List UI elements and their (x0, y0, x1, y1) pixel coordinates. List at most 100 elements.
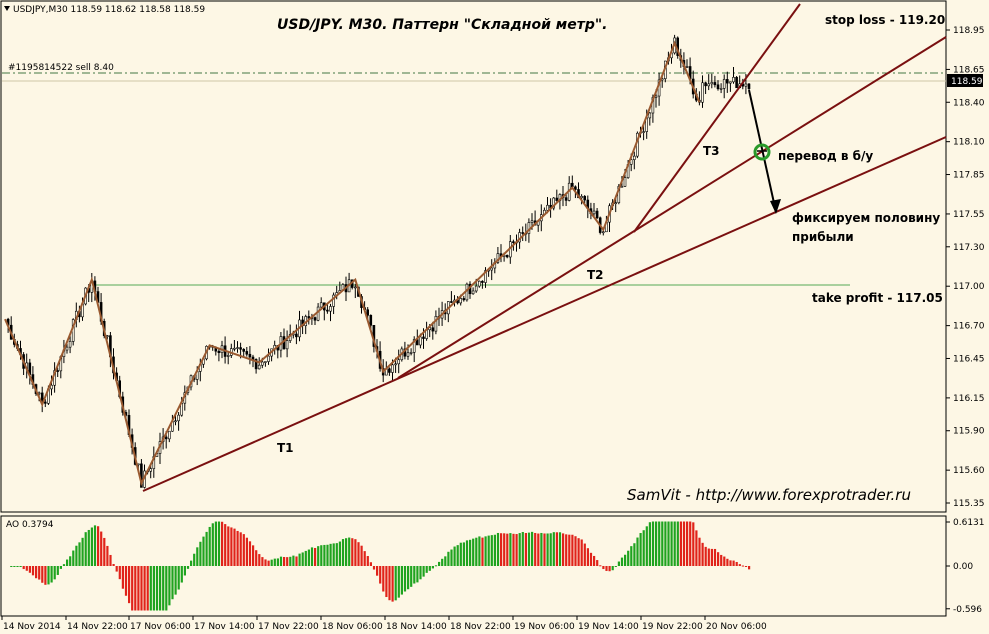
ao-bar (38, 566, 41, 580)
ao-bar (258, 554, 261, 566)
time-tick-label: 19 Nov 22:00 (642, 622, 703, 632)
ao-bar (199, 541, 202, 566)
ao-bar (512, 533, 515, 566)
ao-bar (388, 566, 391, 601)
time-tick-label: 18 Nov 14:00 (386, 622, 447, 632)
ao-bar (444, 556, 447, 566)
ao-bar (186, 566, 190, 569)
ao-bar (78, 542, 81, 566)
ao-bar (239, 532, 242, 566)
ao-bar (168, 566, 171, 606)
fix-half-label-2: прибыли (792, 230, 854, 244)
ao-bar (56, 566, 59, 575)
candle-body (295, 333, 298, 338)
ao-bar (385, 566, 388, 598)
trend-line-t3 (633, 3, 801, 233)
price-tick-label: 115.35 (953, 499, 985, 509)
candle-body (574, 186, 577, 190)
ao-bar (407, 566, 410, 590)
ao-bar (515, 534, 518, 566)
ao-bar (558, 532, 562, 566)
t1-label: T1 (277, 441, 294, 455)
ao-bar (41, 566, 44, 583)
ao-bar (314, 547, 317, 566)
ao-bar (394, 566, 397, 601)
ao-bar (264, 559, 267, 566)
ao-bar (562, 533, 565, 566)
ao-bar (735, 561, 738, 566)
candle-body (725, 79, 729, 84)
signature: SamVit - http://www.forexprotrader.ru (627, 486, 911, 504)
candle-body (168, 430, 171, 440)
ao-bar (103, 537, 106, 566)
ao-bar (676, 521, 679, 566)
ao-bar (109, 554, 112, 566)
ao-bar (320, 545, 323, 566)
candle-body (704, 82, 707, 87)
ao-bar (81, 537, 84, 566)
ao-bar (183, 566, 186, 576)
ao-bar (518, 533, 521, 566)
ao-bar (121, 566, 124, 589)
ao-axis: 0.6131 0.00 -0.596 (946, 518, 985, 615)
ao-bar (741, 565, 744, 567)
candle-body (490, 267, 494, 271)
ao-bar (84, 532, 87, 566)
ao-bar (469, 539, 472, 566)
ao-bar (506, 533, 509, 566)
ao-bar (97, 526, 100, 566)
ao-bar (146, 566, 149, 611)
candle-body (648, 112, 652, 119)
candle-body (716, 84, 720, 90)
ao-bar (577, 538, 580, 566)
ao-bar (211, 523, 214, 566)
ao-bar (155, 566, 159, 611)
ao-bar (16, 566, 19, 567)
price-tick-label: 117.85 (953, 171, 985, 181)
projection-arrowhead (770, 199, 781, 214)
candle-body (50, 384, 53, 390)
ao-bar (180, 566, 183, 583)
ao-bar (248, 541, 252, 566)
ao-bar (434, 565, 438, 567)
ao-bar (549, 533, 552, 566)
ao-bar (413, 566, 416, 584)
ao-tick-label: 0.6131 (953, 518, 985, 528)
ao-bar (624, 554, 627, 566)
ao-bar (701, 542, 704, 566)
ao-bar (543, 533, 546, 566)
ao-bar (106, 545, 109, 566)
ao-bar (152, 566, 155, 611)
candle-body (319, 302, 323, 308)
ao-bar (710, 548, 713, 566)
ao-bar (304, 550, 307, 566)
price-tick-label: 115.90 (953, 427, 985, 437)
candle-body (394, 363, 397, 366)
price-tick-label: 118.95 (953, 26, 985, 36)
ao-bar (221, 521, 224, 566)
candle-body (419, 336, 422, 346)
ao-bar (332, 543, 335, 566)
ao-bar (475, 537, 478, 566)
candle-body (642, 131, 645, 133)
candle-body (422, 336, 425, 339)
trend-line-t1 (142, 136, 947, 492)
candle-body (459, 298, 463, 304)
ao-bar (13, 566, 16, 567)
ao-bar (664, 521, 667, 566)
candle-body (285, 340, 289, 350)
candle-body (369, 315, 373, 326)
ao-bar (503, 533, 506, 566)
candle-body (326, 309, 329, 312)
candle-body (397, 359, 401, 365)
ao-bar (410, 566, 413, 587)
candle-body (744, 83, 748, 87)
ao-bar (608, 566, 611, 572)
ao-bar (534, 532, 537, 566)
ao-bar (310, 547, 314, 566)
ao-bar (720, 554, 723, 566)
price-axis: 118.95 118.65 118.40 118.10 117.85 117.55 117.… (946, 26, 985, 509)
candle-body (260, 361, 264, 366)
ao-bar (555, 532, 558, 566)
ao-bar (59, 566, 62, 569)
